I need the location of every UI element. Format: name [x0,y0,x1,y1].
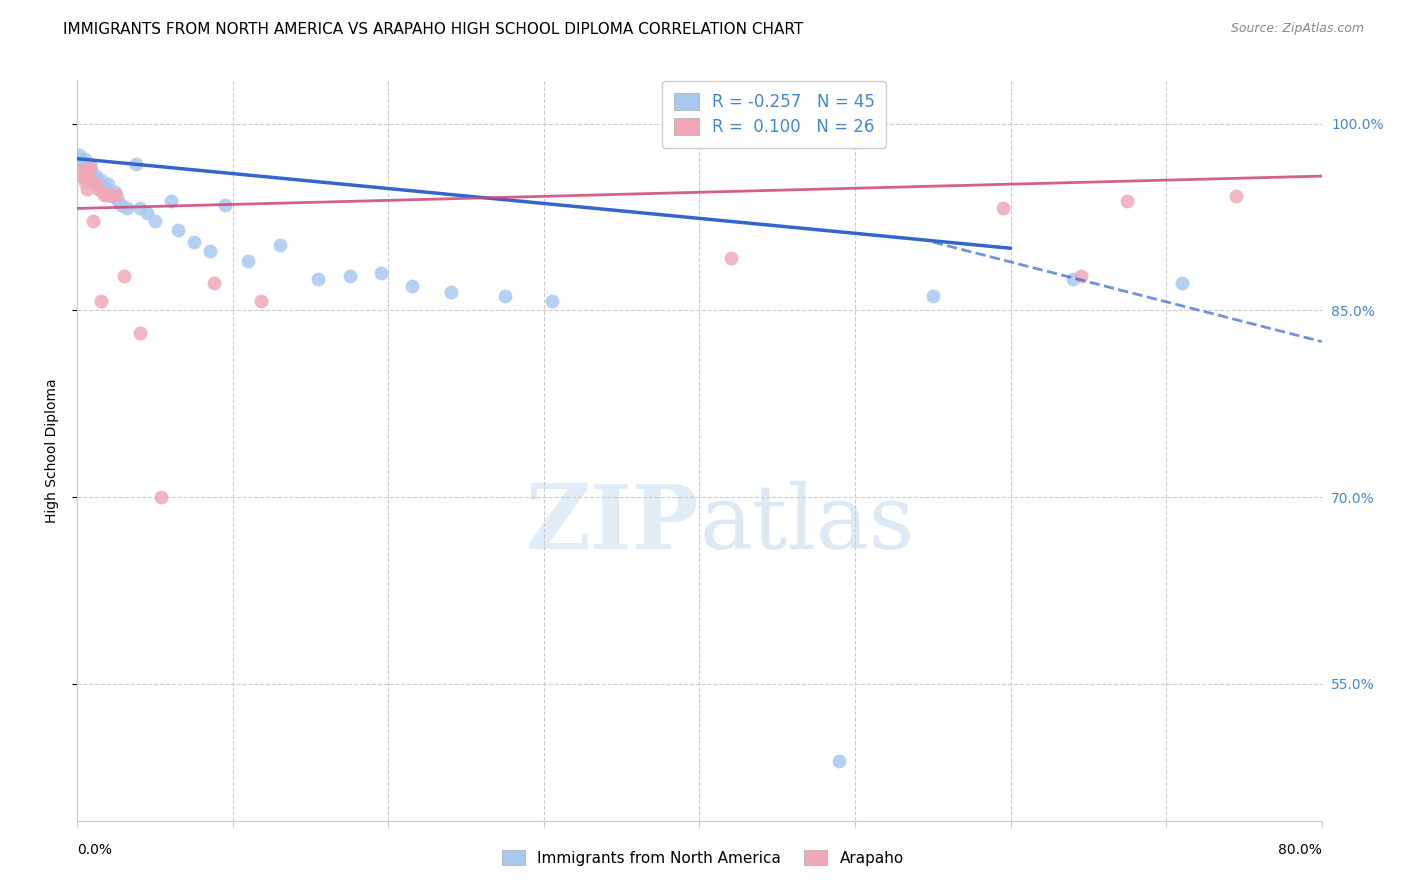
Point [104,186,127,200]
Point [80,173,103,187]
Point [269,237,291,252]
Point [921,288,943,302]
Point [1070,268,1092,283]
Point [250,293,273,308]
Point [494,288,516,302]
Point [307,272,329,286]
Point [82,169,104,183]
Point [107,194,129,208]
Text: IMMIGRANTS FROM NORTH AMERICA VS ARAPAHO HIGH SCHOOL DIPLOMA CORRELATION CHART: IMMIGRANTS FROM NORTH AMERICA VS ARAPAHO… [63,22,803,37]
Point [991,202,1014,216]
Point [238,253,260,268]
Point [720,251,742,265]
Point [101,187,124,202]
Point [82,214,104,228]
Point [828,754,851,768]
Point [96,187,118,202]
Point [105,187,128,202]
Point [79,161,101,175]
Point [183,235,205,249]
Point [1062,272,1084,286]
Point [86,181,108,195]
Text: 0.0%: 0.0% [77,843,112,857]
Point [77,167,100,181]
Point [100,189,122,203]
Point [79,156,101,170]
Point [93,179,115,194]
Point [167,222,190,236]
Point [67,148,90,162]
Point [91,181,114,195]
Point [80,162,103,177]
Point [69,164,91,178]
Point [214,197,236,211]
Y-axis label: High School Diploma: High School Diploma [45,378,59,523]
Point [115,202,138,216]
Point [1225,189,1247,203]
Point [339,268,361,283]
Point [70,169,93,183]
Point [143,214,166,228]
Point [202,276,225,290]
Text: ZIP: ZIP [526,481,700,568]
Point [84,177,107,191]
Point [93,187,115,202]
Point [150,490,173,504]
Text: Source: ZipAtlas.com: Source: ZipAtlas.com [1230,22,1364,36]
Point [76,161,98,175]
Point [125,156,148,170]
Point [159,194,181,208]
Point [401,278,423,293]
Point [90,173,112,187]
Text: 80.0%: 80.0% [1278,843,1322,857]
Legend: Immigrants from North America, Arapaho: Immigrants from North America, Arapaho [495,843,911,873]
Text: atlas: atlas [700,481,915,568]
Point [69,152,91,166]
Point [98,187,121,202]
Point [84,169,107,183]
Point [90,293,112,308]
Point [72,156,94,170]
Point [110,197,132,211]
Point [86,177,108,191]
Point [83,173,105,187]
Point [128,202,150,216]
Point [1116,194,1139,208]
Point [77,164,100,178]
Point [540,293,562,308]
Point [439,285,461,299]
Point [97,177,120,191]
Point [94,186,117,200]
Point [198,244,221,258]
Point [1170,276,1192,290]
Point [128,326,150,340]
Point [370,266,392,280]
Point [75,175,97,189]
Legend: R = -0.257   N = 45, R =  0.100   N = 26: R = -0.257 N = 45, R = 0.100 N = 26 [662,81,886,147]
Point [76,181,98,195]
Point [70,154,93,169]
Point [136,206,159,220]
Point [75,152,97,166]
Point [112,268,135,283]
